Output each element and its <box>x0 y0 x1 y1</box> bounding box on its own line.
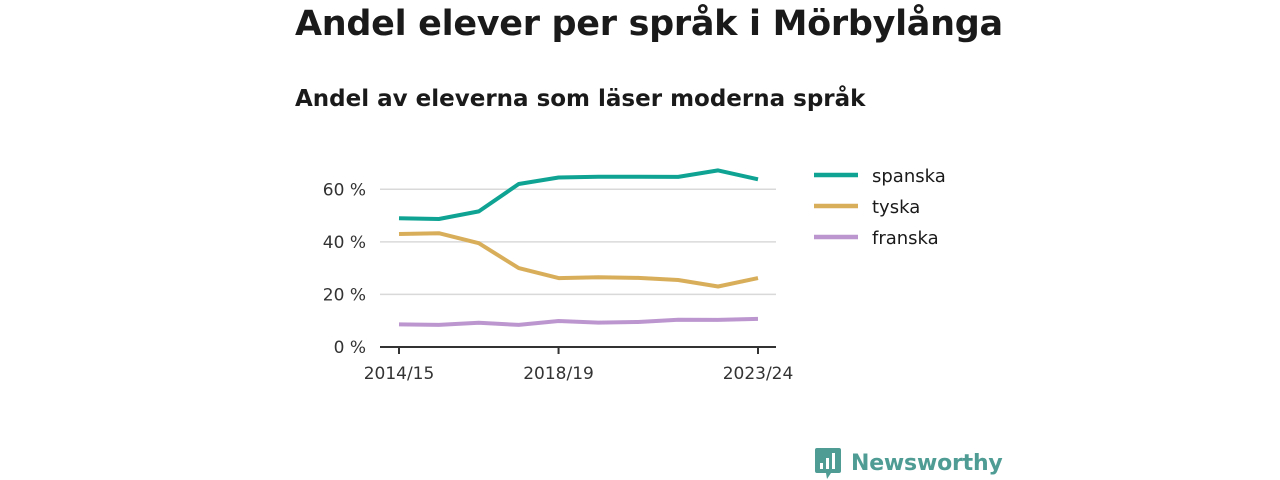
x-tick-label: 2023/24 <box>723 364 794 384</box>
y-tick-label: 60 % <box>323 180 366 200</box>
x-tick-label: 2014/15 <box>364 364 435 384</box>
chart-subtitle: Andel av eleverna som läser moderna språ… <box>295 86 866 112</box>
brand-name: Newsworthy <box>851 450 1003 476</box>
x-tick-label: 2018/19 <box>523 364 594 384</box>
legend-label-franska: franska <box>872 228 939 249</box>
y-tick-label: 0 % <box>334 338 366 358</box>
series-lines <box>398 168 759 327</box>
axes: 0 % 20 % 40 % 60 % 2014/15 2018/19 2023/24 <box>323 180 794 384</box>
legend-label-tyska: tyska <box>872 197 920 218</box>
legend: spanska tyska franska <box>814 166 946 249</box>
y-tick-label: 20 % <box>323 285 366 305</box>
series-line-spanska <box>398 168 759 221</box>
series-line-franska <box>398 316 759 327</box>
grid-lines <box>380 188 776 296</box>
bar-chart-speech-bubble-icon <box>815 448 841 479</box>
newsworthy-brand: Newsworthy <box>814 446 1003 480</box>
chart-title: Andel elever per språk i Mörbylånga <box>295 4 1003 44</box>
series-line-tyska <box>398 231 759 289</box>
y-tick-label: 40 % <box>323 233 366 253</box>
legend-label-spanska: spanska <box>872 166 946 187</box>
line-chart: 0 % 20 % 40 % 60 % 2014/15 2018/19 2023/24 spa… <box>323 166 946 384</box>
